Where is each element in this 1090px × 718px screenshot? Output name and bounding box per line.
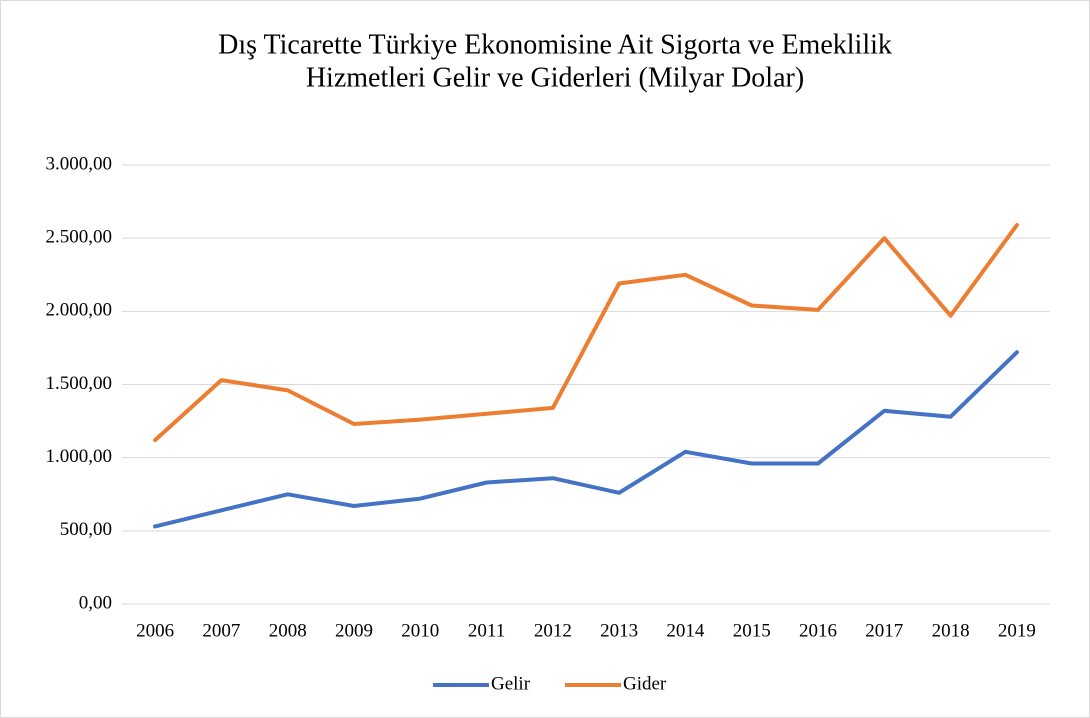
y-tick-label: 0,00 (79, 592, 112, 613)
line-series (153, 350, 1019, 529)
x-tick-label: 2015 (733, 620, 771, 641)
chart-title: Hizmetleri Gelir ve Giderleri (Milyar Do… (306, 62, 804, 93)
y-tick-label: 3.000,00 (46, 153, 113, 174)
x-tick-label: 2009 (335, 620, 373, 641)
line-series (153, 223, 1019, 443)
y-tick-label: 1.000,00 (46, 446, 113, 467)
x-tick-label: 2019 (998, 620, 1036, 641)
x-tick-label: 2012 (534, 620, 572, 641)
x-tick-label: 2007 (202, 620, 240, 641)
legend-label: Gider (623, 673, 667, 694)
x-tick-label: 2011 (468, 620, 505, 641)
x-tick-label: 2010 (401, 620, 439, 641)
x-tick-label: 2014 (666, 620, 705, 641)
chart-title: Dış Ticarette Türkiye Ekonomisine Ait Si… (218, 29, 892, 60)
x-tick-label: 2008 (269, 620, 307, 641)
x-tick-label: 2017 (865, 620, 903, 641)
x-tick-label: 2018 (932, 620, 970, 641)
y-tick-label: 1.500,00 (46, 373, 113, 394)
y-tick-label: 2.000,00 (46, 300, 113, 321)
legend-label: Gelir (491, 673, 531, 694)
y-tick-label: 2.500,00 (46, 227, 113, 248)
y-tick-label: 500,00 (60, 519, 112, 540)
x-tick-label: 2006 (136, 620, 174, 641)
x-tick-label: 2013 (600, 620, 638, 641)
x-tick-label: 2016 (799, 620, 837, 641)
